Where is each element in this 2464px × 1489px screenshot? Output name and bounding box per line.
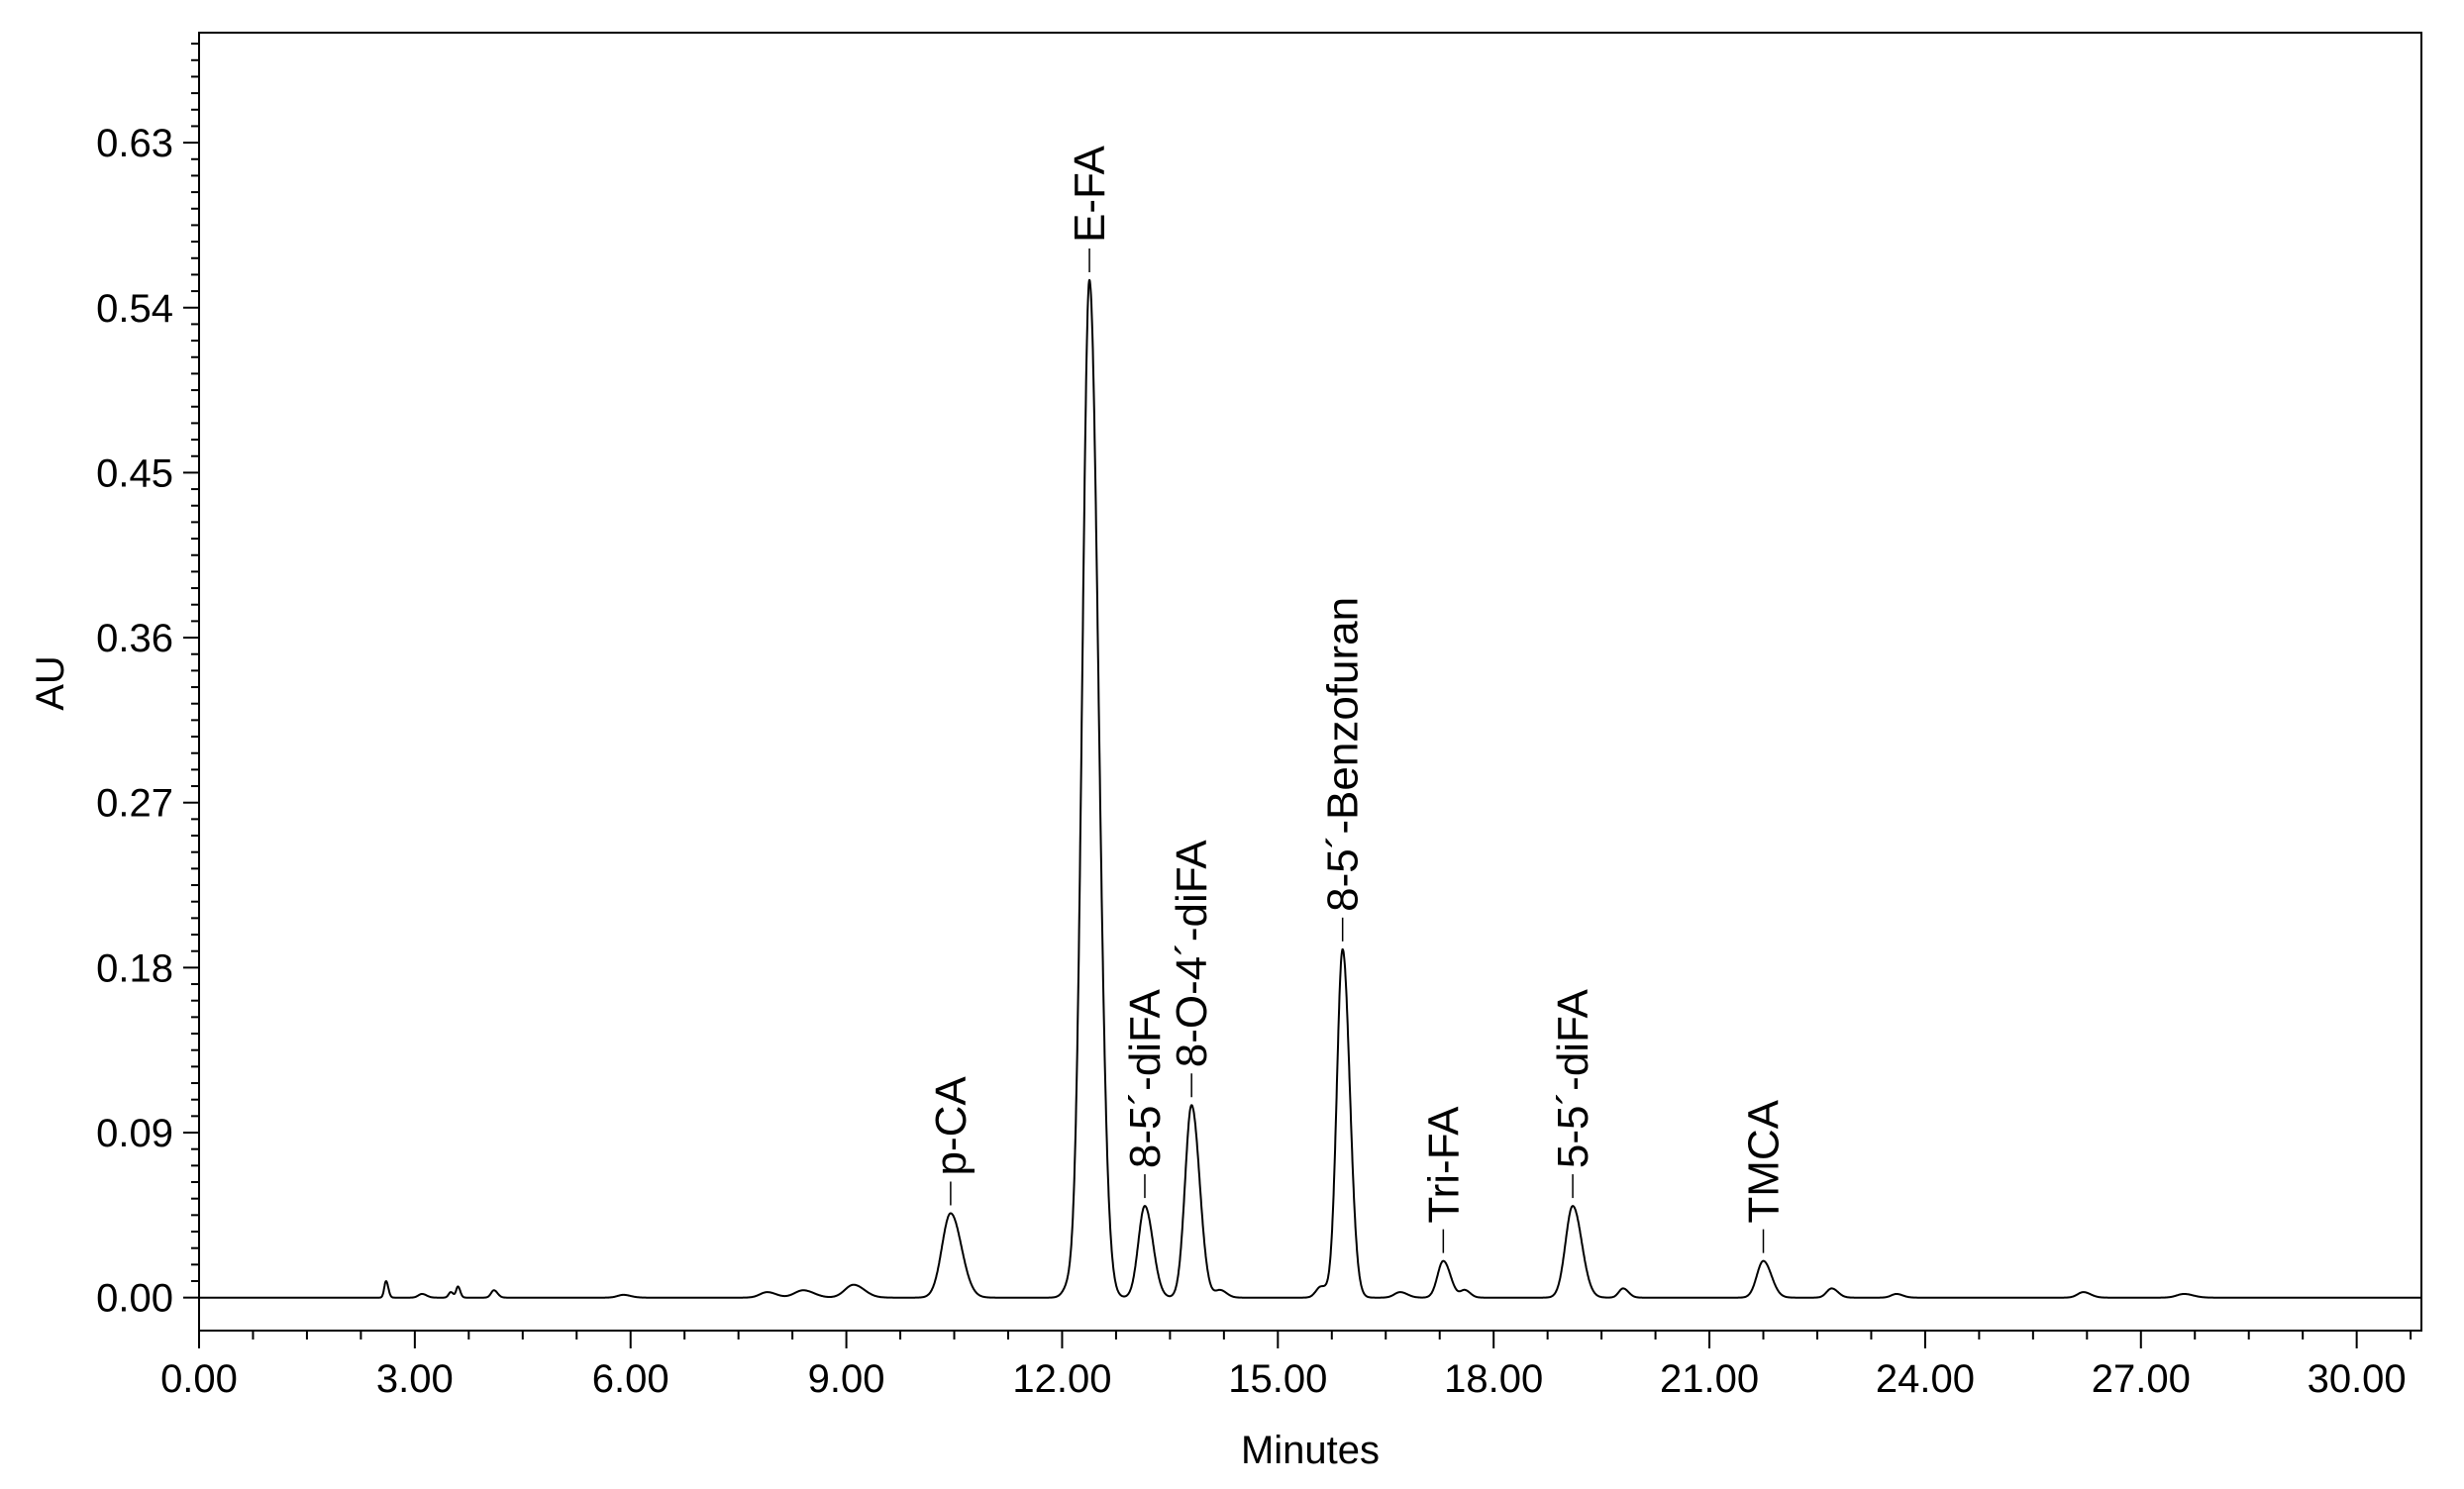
y-tick-label: 0.27 (96, 782, 173, 826)
y-tick-label: 0.63 (96, 122, 173, 165)
peak-label: Tri-FA (1419, 1106, 1468, 1224)
y-axis: 0.00 0.09 0.18 0.27 0.36 0.45 0.54 0.63 (96, 43, 199, 1321)
x-tick-label: 15.00 (1228, 1357, 1327, 1401)
x-tick-label: 12.00 (1012, 1357, 1111, 1401)
plot-frame (198, 32, 2422, 1332)
x-tick-label: 21.00 (1660, 1357, 1759, 1401)
x-tick-label: 30.00 (2308, 1357, 2407, 1401)
y-tick-label: 0.00 (96, 1277, 173, 1321)
y-tick-label: 0.18 (96, 946, 173, 990)
peak-label: 8-5´-diFA (1121, 988, 1170, 1168)
x-tick-label: 27.00 (2092, 1357, 2191, 1401)
peak-label: 8-O-4´-diFA (1168, 840, 1216, 1067)
y-tick-label: 0.54 (96, 287, 173, 331)
y-tick-label: 0.09 (96, 1112, 173, 1155)
x-tick-label: 24.00 (1876, 1357, 1975, 1401)
x-axis-title: Minutes (1241, 1429, 1380, 1472)
x-tick-label: 6.00 (592, 1357, 669, 1401)
peak-label: E-FA (1066, 146, 1114, 243)
y-axis-title: AU (29, 655, 72, 711)
x-axis: 0.00 3.00 6.00 9.00 12.00 15.00 18.00 21.00 24.0… (160, 1331, 2413, 1401)
x-tick-label: 9.00 (808, 1357, 885, 1401)
y-tick-label: 0.36 (96, 617, 173, 660)
peak-label: TMCA (1740, 1099, 1789, 1223)
peak-label: p-CA (927, 1076, 975, 1176)
x-tick-label: 18.00 (1444, 1357, 1543, 1401)
peak-label: 8-5´-Benzofuran (1319, 597, 1368, 912)
x-tick-label: 3.00 (376, 1357, 454, 1401)
y-tick-label: 0.45 (96, 451, 173, 495)
peak-label: 5-5´-diFA (1549, 988, 1597, 1168)
x-tick-label: 0.00 (160, 1357, 238, 1401)
chromatogram-trace (198, 278, 2422, 1299)
